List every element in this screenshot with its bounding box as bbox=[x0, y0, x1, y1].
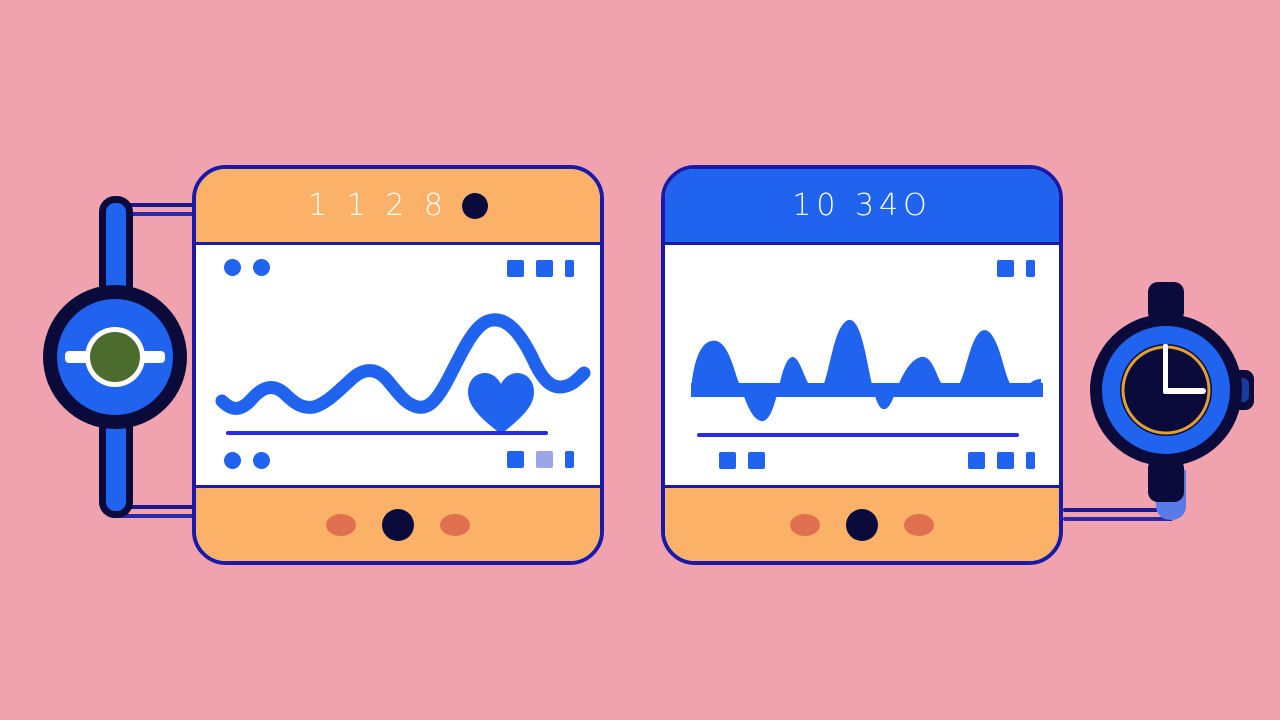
indicator-dot bbox=[253, 259, 270, 276]
left-screen-top-right-squares bbox=[507, 260, 574, 277]
right-device-screen[interactable] bbox=[665, 245, 1059, 485]
watch-lug-bottom bbox=[1148, 458, 1184, 502]
indicator-square bbox=[507, 260, 524, 277]
indicator-dot bbox=[224, 452, 241, 469]
right-screen-top-right-squares bbox=[997, 260, 1035, 277]
oval-indicator-left bbox=[326, 513, 356, 536]
right-device-time-label: 10 34O bbox=[792, 188, 932, 223]
indicator-square bbox=[997, 260, 1014, 277]
indicator-square-faded bbox=[536, 451, 553, 468]
indicator-square bbox=[748, 452, 765, 469]
indicator-square bbox=[1026, 452, 1035, 469]
left-device-time-label: 1 1 2 8 bbox=[308, 188, 448, 223]
heart-icon bbox=[466, 370, 536, 441]
dot-indicator-icon bbox=[461, 192, 488, 219]
audio-waveform-chart bbox=[677, 279, 1055, 439]
indicator-square bbox=[719, 452, 736, 469]
right-screen-bottom-left-squares bbox=[719, 452, 765, 469]
connector-cable-bottom bbox=[112, 505, 212, 519]
left-device-footer[interactable] bbox=[196, 485, 600, 561]
heart-rate-wave-chart bbox=[210, 283, 594, 433]
indicator-dot bbox=[253, 452, 270, 469]
right-screen-bottom-right-squares bbox=[968, 452, 1035, 469]
oval-indicator-right bbox=[904, 513, 934, 536]
indicator-square bbox=[565, 451, 574, 468]
indicator-square bbox=[968, 452, 985, 469]
left-screen-bottom-right-squares bbox=[507, 451, 574, 468]
right-device-footer[interactable] bbox=[665, 485, 1059, 561]
right-screen-baseline bbox=[697, 433, 1019, 437]
indicator-square bbox=[536, 260, 553, 277]
indicator-dot bbox=[224, 259, 241, 276]
oval-indicator-left bbox=[790, 513, 820, 536]
left-device-header: 1 1 2 8 bbox=[196, 169, 600, 245]
oval-indicator-right bbox=[440, 513, 470, 536]
left-screen-top-left-dots bbox=[224, 259, 270, 276]
home-button[interactable] bbox=[382, 508, 414, 541]
connector-cable-top bbox=[112, 203, 212, 217]
sensor-watch[interactable] bbox=[40, 280, 190, 435]
left-screen-bottom-left-dots bbox=[224, 452, 270, 469]
left-device-screen[interactable] bbox=[196, 245, 600, 485]
hour-hand bbox=[1164, 388, 1206, 394]
indicator-square bbox=[565, 260, 574, 277]
left-screen-baseline bbox=[226, 431, 548, 435]
minute-hand bbox=[1163, 344, 1168, 394]
home-button[interactable] bbox=[846, 508, 878, 541]
heart-rate-monitor-device[interactable]: 1 1 2 8 bbox=[192, 165, 604, 565]
audio-waveform-monitor-device[interactable]: 10 34O bbox=[661, 165, 1063, 565]
connector-cable bbox=[1063, 508, 1173, 522]
indicator-square bbox=[1026, 260, 1035, 277]
indicator-square bbox=[997, 452, 1014, 469]
indicator-square bbox=[507, 451, 524, 468]
analog-watch[interactable] bbox=[1088, 278, 1260, 508]
right-device-header: 10 34O bbox=[665, 169, 1059, 245]
watch-lug-top bbox=[1148, 282, 1184, 322]
